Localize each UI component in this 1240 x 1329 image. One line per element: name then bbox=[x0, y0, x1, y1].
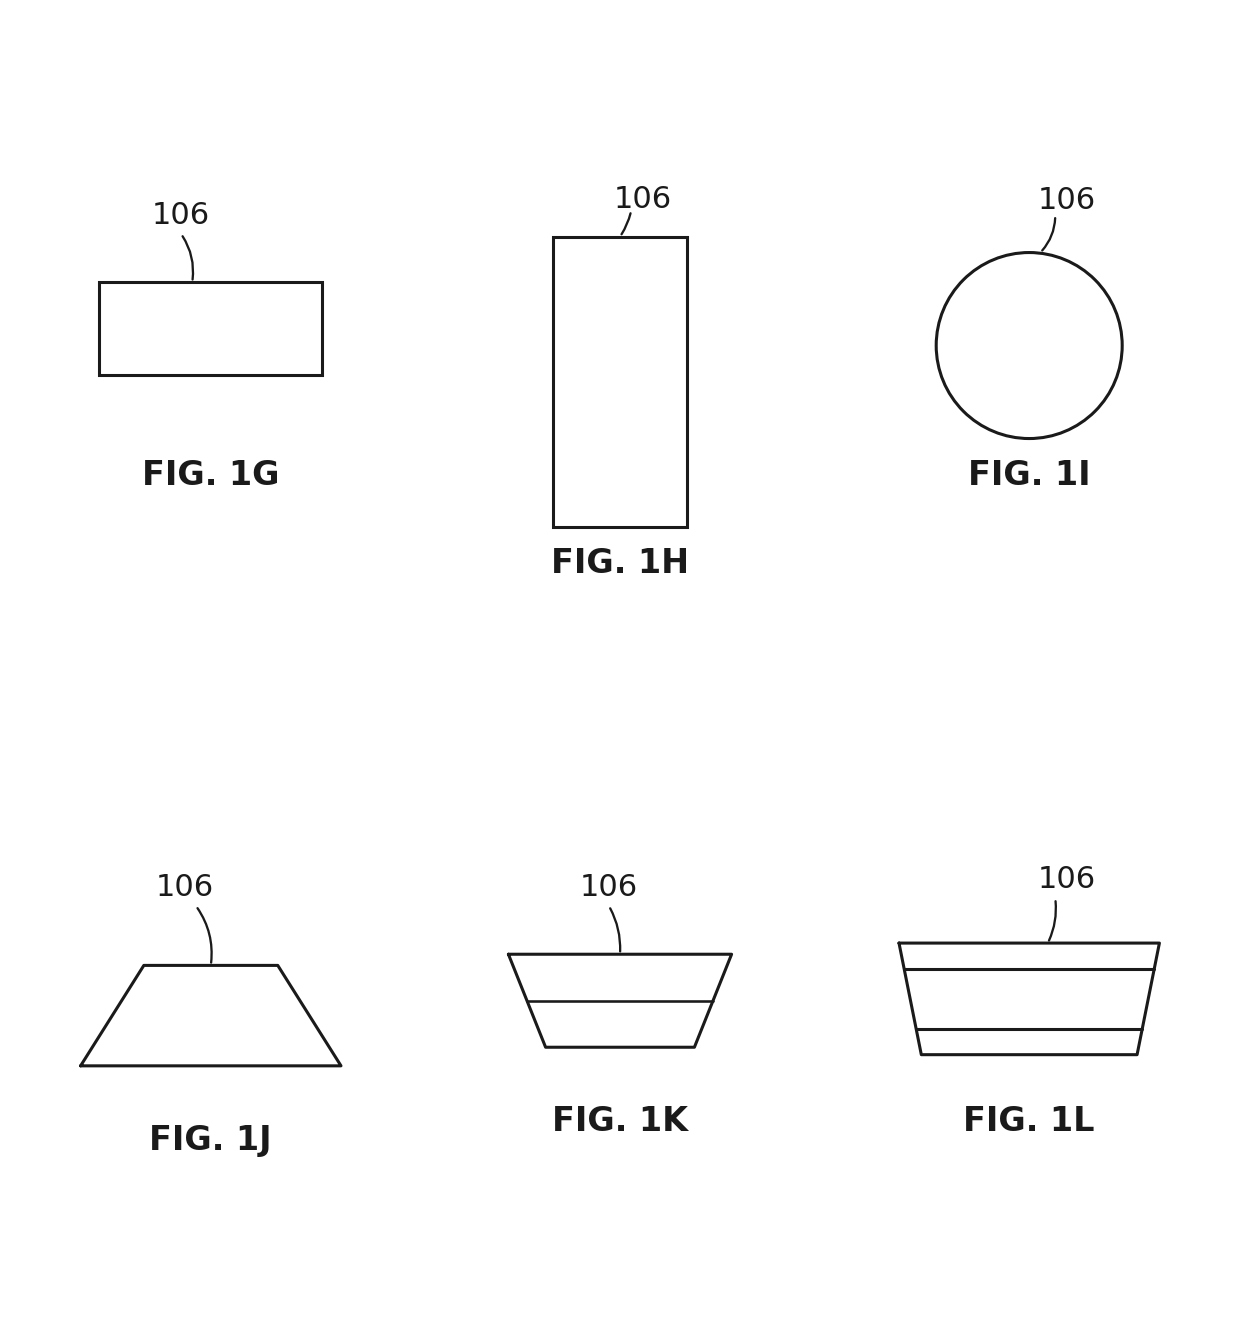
Text: 106: 106 bbox=[1038, 186, 1095, 215]
Bar bbox=[553, 237, 687, 526]
Text: FIG. 1K: FIG. 1K bbox=[552, 1106, 688, 1138]
Text: FIG. 1H: FIG. 1H bbox=[551, 548, 689, 581]
Text: 106: 106 bbox=[580, 873, 637, 902]
Text: 106: 106 bbox=[153, 201, 210, 230]
Circle shape bbox=[936, 253, 1122, 439]
Text: FIG. 1I: FIG. 1I bbox=[968, 460, 1090, 492]
Text: FIG. 1J: FIG. 1J bbox=[150, 1124, 272, 1156]
Text: 106: 106 bbox=[1038, 865, 1095, 894]
Text: 106: 106 bbox=[614, 185, 671, 214]
Text: FIG. 1L: FIG. 1L bbox=[963, 1106, 1095, 1138]
Text: FIG. 1G: FIG. 1G bbox=[143, 460, 279, 492]
Text: 106: 106 bbox=[156, 873, 213, 902]
Bar bbox=[99, 282, 322, 375]
